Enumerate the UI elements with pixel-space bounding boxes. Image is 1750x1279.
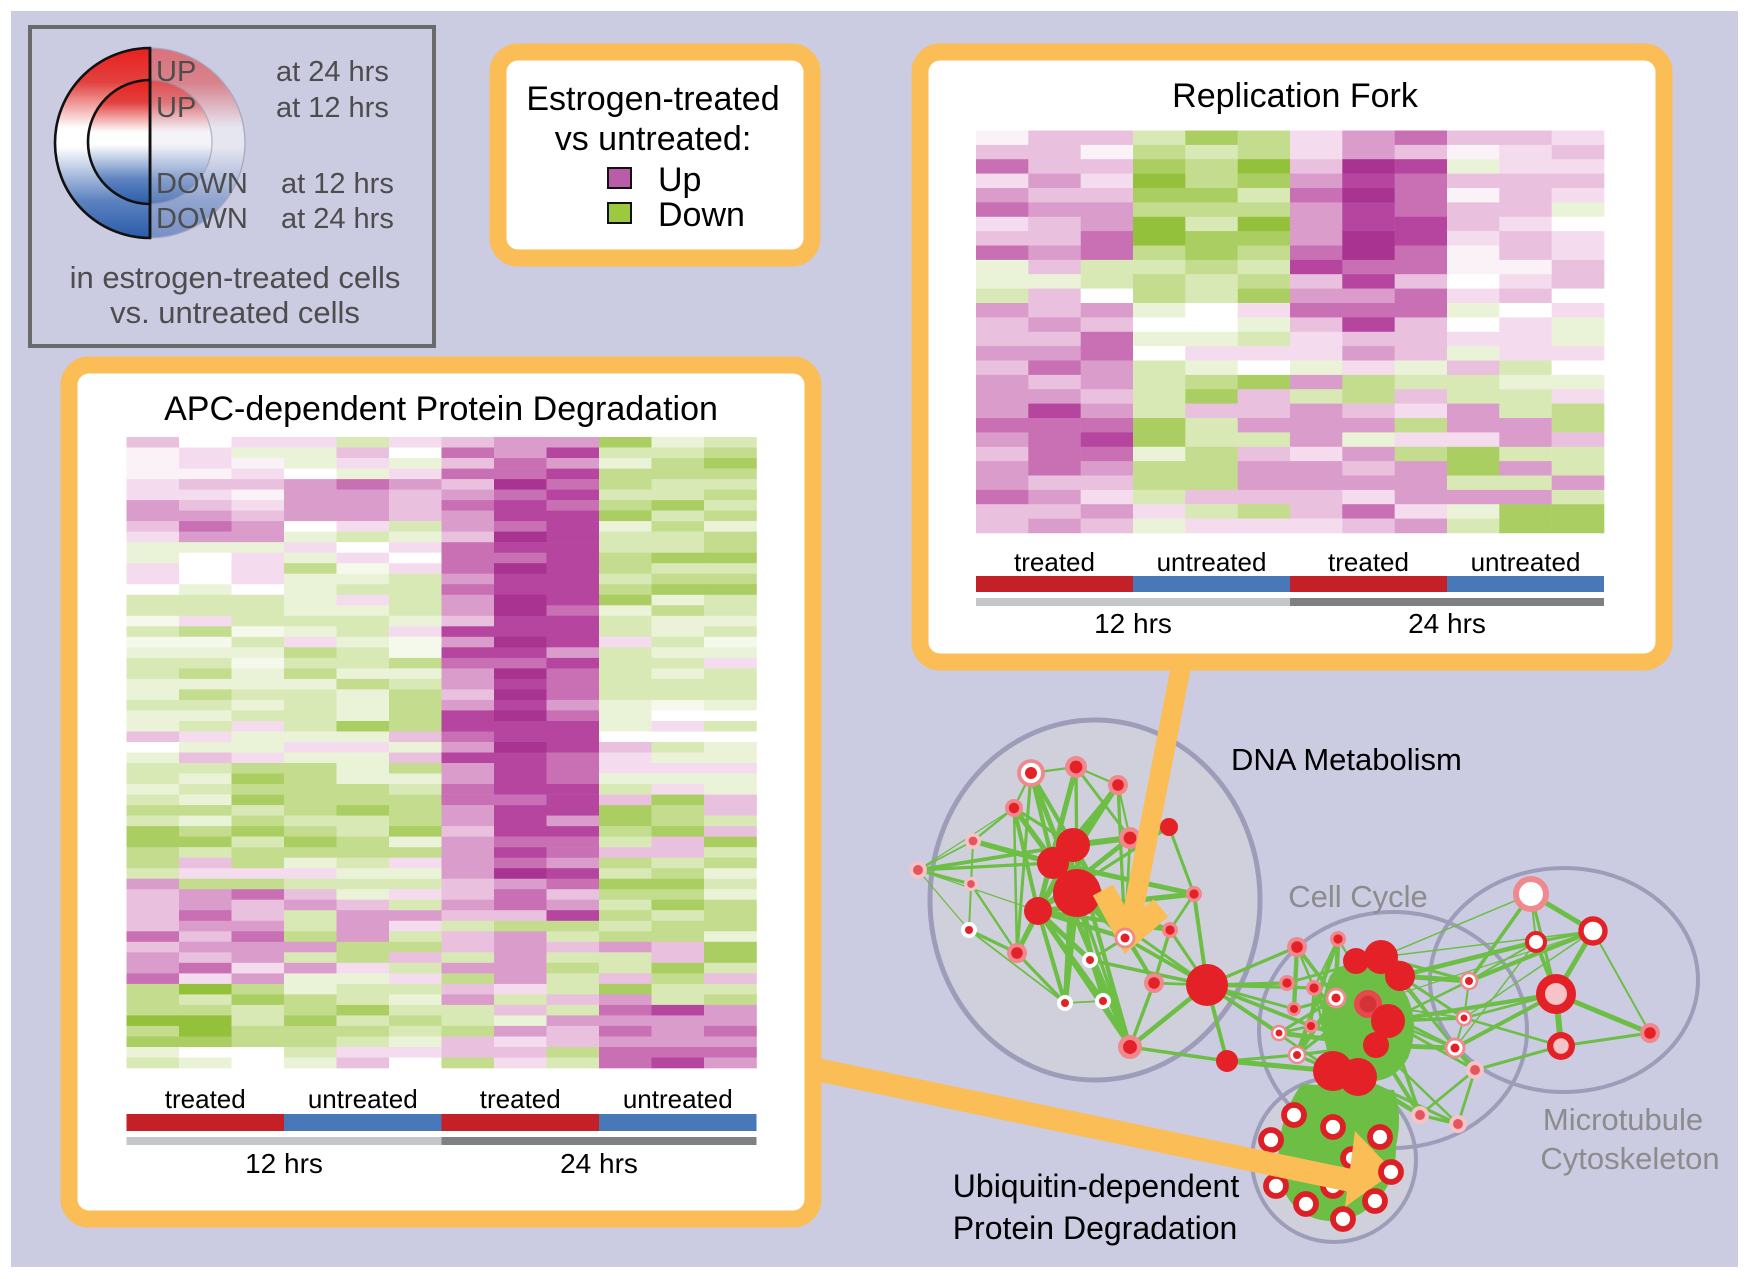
svg-text:Estrogen-treated: Estrogen-treated xyxy=(526,80,779,118)
svg-text:24 hrs: 24 hrs xyxy=(1408,608,1486,639)
svg-text:untreated: untreated xyxy=(623,1084,733,1114)
svg-text:vs. untreated cells: vs. untreated cells xyxy=(110,295,360,330)
svg-text:12 hrs: 12 hrs xyxy=(1094,608,1172,639)
svg-text:treated: treated xyxy=(480,1084,561,1114)
svg-text:treated: treated xyxy=(165,1084,246,1114)
svg-text:vs untreated:: vs untreated: xyxy=(555,120,752,158)
svg-text:Ubiquitin-dependent: Ubiquitin-dependent xyxy=(953,1168,1240,1204)
svg-text:untreated: untreated xyxy=(1157,547,1267,577)
svg-text:Cytoskeleton: Cytoskeleton xyxy=(1540,1141,1719,1176)
svg-text:untreated: untreated xyxy=(308,1084,418,1114)
svg-text:APC-dependent Protein Degradat: APC-dependent Protein Degradation xyxy=(164,390,718,428)
svg-text:in estrogen-treated cells: in estrogen-treated cells xyxy=(70,260,401,295)
svg-text:DOWN: DOWN xyxy=(156,168,248,200)
svg-text:treated: treated xyxy=(1014,547,1095,577)
svg-text:DNA Metabolism: DNA Metabolism xyxy=(1231,742,1462,777)
svg-text:treated: treated xyxy=(1328,547,1409,577)
svg-text:UP: UP xyxy=(156,92,196,124)
svg-text:Microtubule: Microtubule xyxy=(1543,1102,1703,1137)
svg-text:Cell Cycle: Cell Cycle xyxy=(1288,879,1428,914)
svg-text:Protein Degradation: Protein Degradation xyxy=(953,1210,1238,1246)
svg-text:24 hrs: 24 hrs xyxy=(560,1148,638,1179)
svg-text:untreated: untreated xyxy=(1471,547,1581,577)
svg-text:Down: Down xyxy=(658,196,745,234)
svg-text:at 24 hrs: at 24 hrs xyxy=(281,203,394,235)
svg-text:UP: UP xyxy=(156,56,196,88)
svg-text:Up: Up xyxy=(658,161,701,199)
svg-text:at 24 hrs: at 24 hrs xyxy=(276,56,389,88)
svg-text:Replication Fork: Replication Fork xyxy=(1172,77,1419,115)
svg-text:12 hrs: 12 hrs xyxy=(245,1148,323,1179)
svg-text:at 12 hrs: at 12 hrs xyxy=(281,168,394,200)
svg-text:DOWN: DOWN xyxy=(156,203,248,235)
svg-text:at 12 hrs: at 12 hrs xyxy=(276,92,389,124)
